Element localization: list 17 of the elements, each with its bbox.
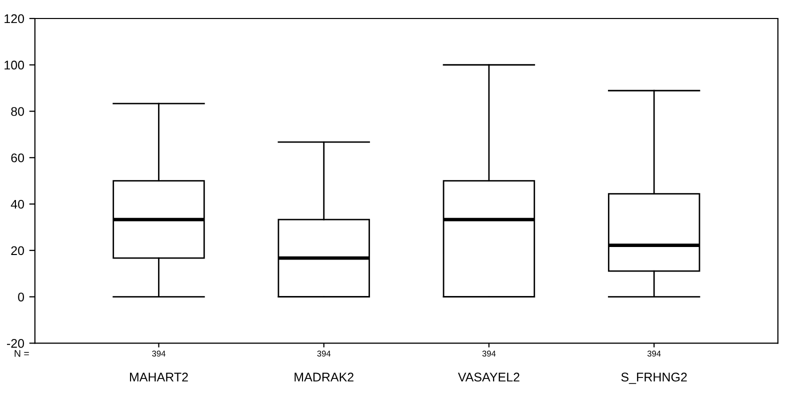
y-tick-label: 0 [18,292,24,302]
text: 394 [152,350,166,357]
y-tick-label: 80 [11,107,24,116]
y-tick-label: 40 [10,200,24,209]
y-tick-label: -20 [6,338,24,348]
x-tick-label: MAHART2 [130,372,188,382]
x-tick-label: S_FRHNG2 [621,372,687,384]
text: 394 [482,350,496,357]
y-tick-label: 100 [4,60,24,70]
text: N = [14,350,29,357]
y-tick-label: 60 [11,153,24,162]
y-tick-label: 120 [4,14,24,24]
text: 394 [647,350,661,357]
text: 394 [317,350,331,357]
x-tick-label: VASAYEL2 [458,372,520,382]
y-tick-label: 20 [11,246,24,256]
x-tick-label: MADRAK2 [294,372,354,382]
